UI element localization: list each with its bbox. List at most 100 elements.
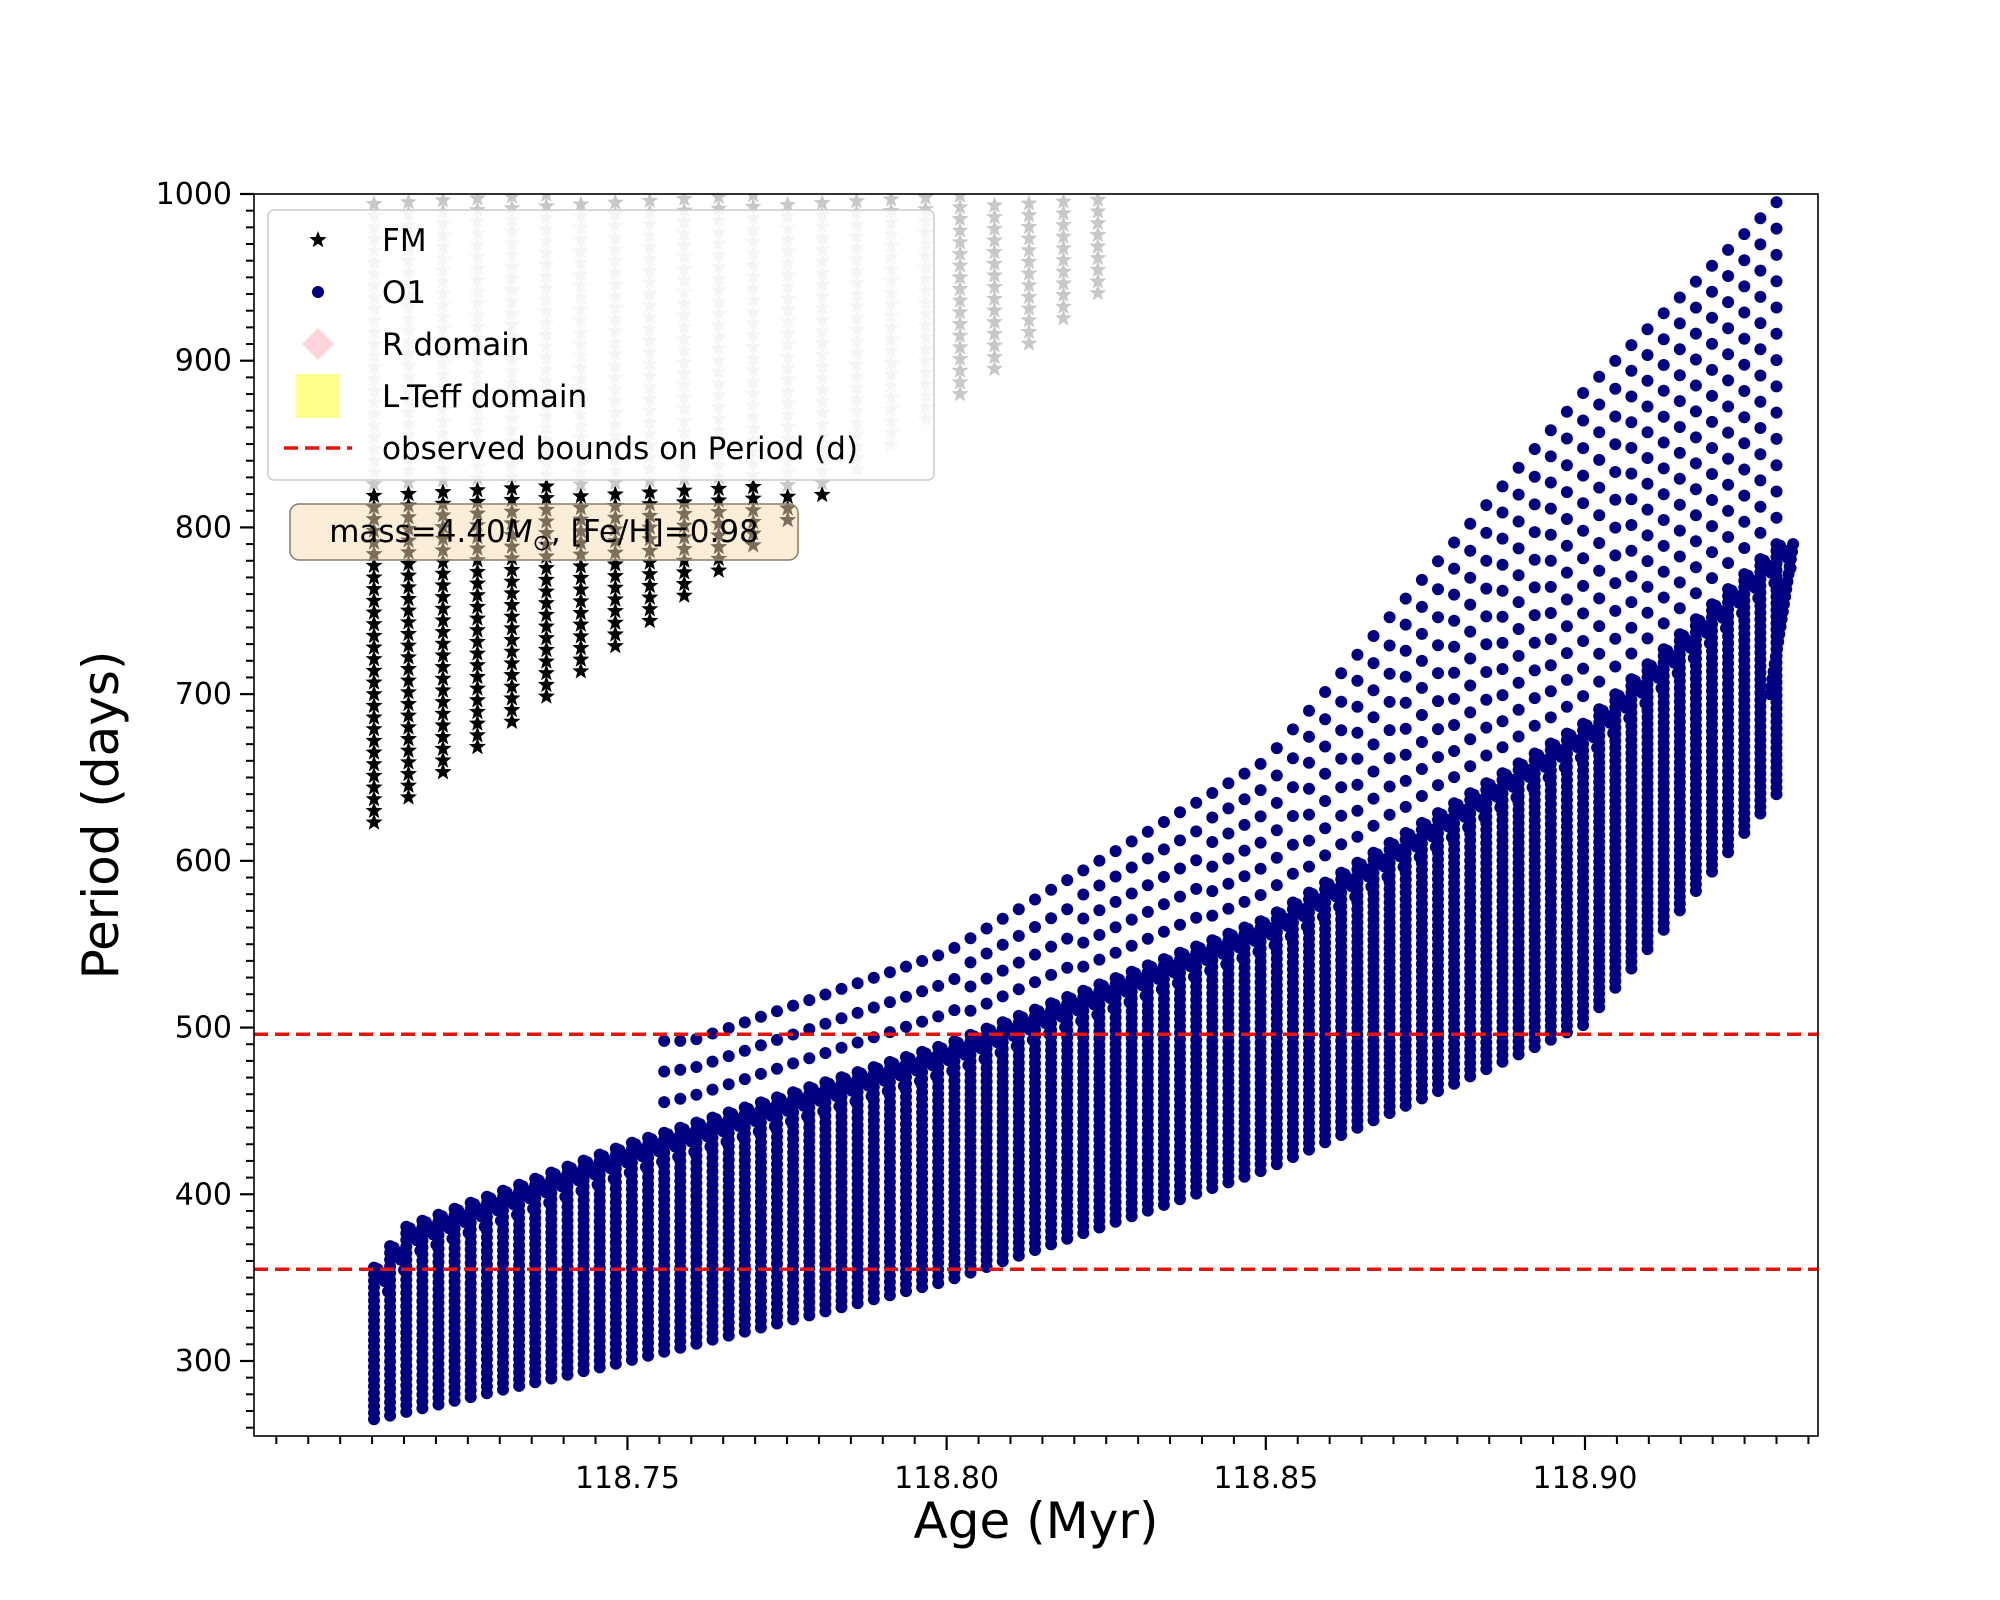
fm-point bbox=[537, 489, 555, 506]
o1-point bbox=[1593, 370, 1606, 383]
o1-point bbox=[1351, 648, 1364, 661]
o1-point bbox=[1222, 777, 1235, 790]
fm-point bbox=[744, 477, 762, 495]
o1-point bbox=[1625, 570, 1638, 583]
fm-point bbox=[365, 766, 383, 784]
o1-point bbox=[1689, 587, 1702, 600]
o1-point bbox=[1496, 715, 1509, 728]
o1-track bbox=[916, 955, 943, 1294]
fm-point bbox=[365, 615, 383, 632]
fm-point bbox=[951, 233, 969, 250]
o1-point bbox=[1383, 724, 1396, 737]
o1-point bbox=[1544, 659, 1557, 672]
o1-point bbox=[722, 1050, 735, 1063]
fm-point bbox=[572, 592, 590, 609]
o1-track bbox=[1303, 704, 1329, 1156]
o1-point bbox=[1593, 537, 1606, 549]
o1-point bbox=[1560, 486, 1573, 499]
o1-point bbox=[1319, 795, 1332, 807]
fm-point bbox=[503, 596, 521, 613]
fm-track bbox=[985, 196, 1004, 377]
fm-point bbox=[468, 737, 486, 755]
o1-point bbox=[1512, 569, 1525, 582]
o1-point bbox=[674, 1092, 687, 1105]
o1-point bbox=[1141, 932, 1154, 945]
o1-point bbox=[1577, 387, 1590, 399]
o1-point bbox=[1625, 416, 1638, 429]
y-tick-label: 1000 bbox=[156, 177, 232, 212]
o1-point bbox=[1399, 696, 1412, 709]
o1-point bbox=[1560, 700, 1573, 713]
fm-point bbox=[537, 605, 555, 623]
o1-point bbox=[1303, 756, 1315, 769]
fm-point bbox=[399, 741, 417, 758]
fm-point bbox=[744, 197, 762, 215]
fm-point bbox=[641, 565, 659, 582]
o1-point bbox=[1254, 836, 1267, 849]
o1-point bbox=[1722, 296, 1735, 309]
fm-point bbox=[365, 661, 383, 679]
fm-point bbox=[746, 194, 760, 203]
o1-point bbox=[1528, 692, 1541, 705]
o1-point bbox=[1657, 617, 1670, 630]
o1-point bbox=[1303, 860, 1315, 873]
fm-point bbox=[399, 566, 417, 583]
o1-point bbox=[1206, 885, 1219, 898]
o1-point bbox=[1157, 816, 1170, 828]
o1-point bbox=[1673, 602, 1686, 615]
fm-point bbox=[503, 194, 521, 204]
o1-point bbox=[1496, 480, 1509, 493]
fm-point bbox=[951, 244, 969, 262]
o1-point bbox=[1270, 796, 1283, 809]
o1-point bbox=[1641, 555, 1654, 568]
fm-point bbox=[365, 556, 383, 573]
o1-point bbox=[1528, 498, 1541, 511]
fm-point bbox=[1054, 227, 1072, 244]
fm-point bbox=[985, 336, 1004, 353]
o1-point bbox=[883, 996, 896, 1009]
fm-point bbox=[1054, 251, 1072, 268]
fm-point bbox=[1054, 194, 1072, 209]
fm-point bbox=[434, 553, 452, 570]
o1-point bbox=[1448, 719, 1461, 731]
o1-track bbox=[1125, 835, 1152, 1223]
fm-point bbox=[503, 490, 521, 508]
fm-point bbox=[468, 609, 486, 626]
fm-point bbox=[1054, 286, 1072, 303]
o1-point bbox=[1609, 410, 1622, 423]
o1-track bbox=[900, 960, 926, 1298]
o1-point bbox=[1383, 695, 1396, 708]
o1-point bbox=[1303, 782, 1315, 795]
o1-point bbox=[1270, 879, 1283, 892]
o1-track bbox=[1012, 903, 1039, 1262]
fm-point bbox=[951, 291, 969, 308]
o1-point bbox=[964, 932, 977, 945]
o1-point bbox=[1560, 593, 1573, 606]
o1-point bbox=[1125, 887, 1138, 900]
o1-track bbox=[1061, 874, 1088, 1245]
o1-point bbox=[1770, 485, 1783, 498]
o1-point bbox=[1641, 529, 1654, 542]
o1-track bbox=[384, 1240, 411, 1422]
o1-point bbox=[1544, 685, 1557, 698]
fm-point bbox=[985, 289, 1004, 306]
fm-point bbox=[365, 685, 383, 702]
o1-point bbox=[1689, 561, 1702, 574]
o1-point bbox=[1560, 405, 1573, 418]
o1-point bbox=[1512, 596, 1525, 609]
y-tick-label: 400 bbox=[175, 1177, 232, 1212]
o1-track bbox=[932, 949, 959, 1290]
fm-point bbox=[1020, 334, 1038, 351]
o1-point bbox=[916, 1015, 929, 1028]
o1-point bbox=[1706, 546, 1718, 559]
fm-point bbox=[399, 636, 417, 653]
o1-point bbox=[1222, 802, 1235, 815]
o1-point bbox=[1738, 515, 1751, 528]
fm-point bbox=[882, 194, 900, 207]
o1-track bbox=[1641, 323, 1668, 956]
fm-point bbox=[572, 627, 590, 644]
fm-track bbox=[1020, 194, 1038, 351]
o1-point bbox=[1738, 280, 1751, 293]
o1-track bbox=[819, 988, 846, 1318]
o1-point bbox=[1706, 520, 1718, 533]
